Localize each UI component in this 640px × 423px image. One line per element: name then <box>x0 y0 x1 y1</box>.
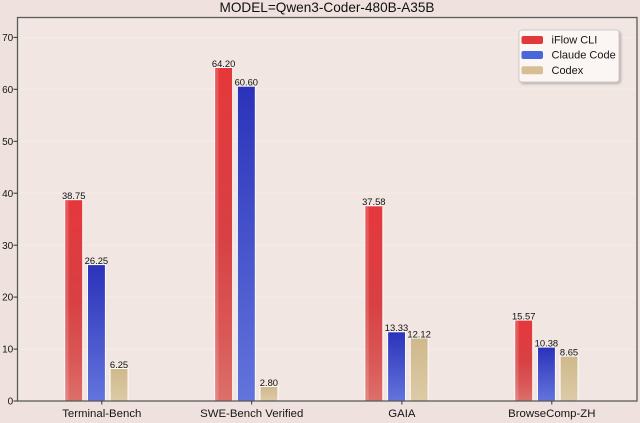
svg-text:26.25: 26.25 <box>85 255 108 266</box>
svg-text:38.75: 38.75 <box>62 190 85 201</box>
svg-text:12.12: 12.12 <box>407 328 430 339</box>
svg-text:2.80: 2.80 <box>260 377 278 388</box>
svg-text:Codex: Codex <box>552 65 584 77</box>
svg-text:GAIA: GAIA <box>388 408 416 420</box>
svg-text:60: 60 <box>2 85 14 96</box>
svg-text:37.58: 37.58 <box>362 196 385 207</box>
svg-text:20: 20 <box>2 293 14 304</box>
svg-text:13.33: 13.33 <box>385 322 408 333</box>
svg-text:Claude Code: Claude Code <box>552 50 616 62</box>
svg-text:0: 0 <box>8 397 14 408</box>
svg-text:10.38: 10.38 <box>535 337 558 348</box>
svg-text:BrowseComp-ZH: BrowseComp-ZH <box>508 408 595 420</box>
svg-text:30: 30 <box>2 241 14 252</box>
svg-text:MODEL=Qwen3-Coder-480B-A35B: MODEL=Qwen3-Coder-480B-A35B <box>220 0 435 15</box>
svg-text:10: 10 <box>2 345 14 356</box>
svg-text:15.57: 15.57 <box>512 310 535 321</box>
svg-text:Terminal-Bench: Terminal-Bench <box>62 408 141 420</box>
svg-text:60.60: 60.60 <box>235 77 258 88</box>
svg-text:8.65: 8.65 <box>560 346 578 357</box>
svg-text:64.20: 64.20 <box>212 58 235 69</box>
svg-text:SWE-Bench Verified: SWE-Bench Verified <box>200 408 303 420</box>
svg-text:iFlow CLI: iFlow CLI <box>552 35 598 47</box>
svg-text:40: 40 <box>2 189 14 200</box>
svg-text:6.25: 6.25 <box>110 359 128 370</box>
svg-text:70: 70 <box>2 33 14 44</box>
svg-text:50: 50 <box>2 137 14 148</box>
